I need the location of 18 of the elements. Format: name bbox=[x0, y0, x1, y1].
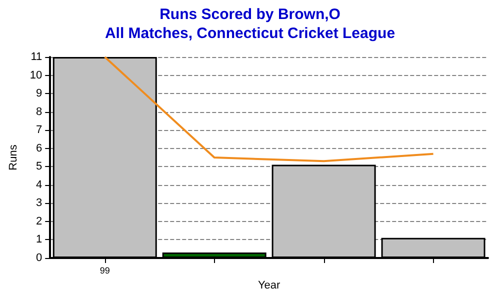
y-tick-label: 6 bbox=[36, 142, 42, 154]
y-tick-label: 4 bbox=[36, 178, 42, 191]
x-tick-label: 99 bbox=[100, 266, 110, 276]
chart-subtitle: All Matches, Connecticut Cricket League bbox=[104, 25, 396, 42]
y-tick-label: 3 bbox=[36, 197, 42, 210]
y-tick-label: 9 bbox=[36, 88, 42, 100]
y-tick-label: 5 bbox=[36, 160, 42, 173]
y-tick-label: 2 bbox=[36, 215, 42, 228]
y-tick-label: 10 bbox=[30, 69, 42, 82]
x-axis-title: Year bbox=[258, 279, 281, 292]
y-tick-label: 11 bbox=[30, 51, 42, 63]
y-axis-title: Runs bbox=[8, 144, 20, 170]
y-tick-label: 1 bbox=[36, 234, 42, 246]
chart-title: Runs Scored by Brown,O bbox=[160, 6, 341, 23]
y-tick-label: 8 bbox=[36, 106, 42, 118]
y-tick-label: 7 bbox=[36, 124, 42, 136]
line-series bbox=[104, 56, 434, 162]
y-tick-label: 0 bbox=[36, 252, 42, 264]
